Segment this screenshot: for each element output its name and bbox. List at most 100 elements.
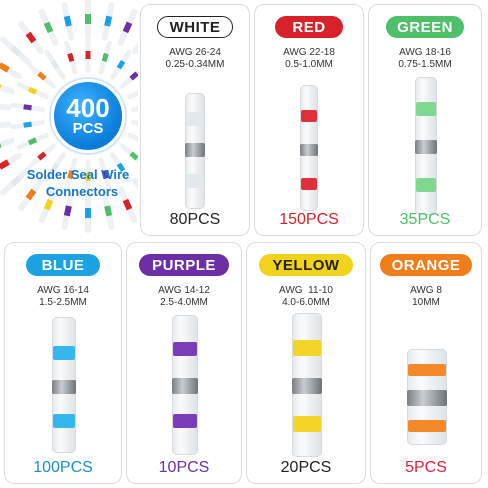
card-purple: PURPLE AWG 14-12 2.5-4.0MM 10PCS [126, 242, 242, 484]
mini-connector-band [27, 137, 38, 146]
mini-connector-band [27, 86, 38, 95]
mini-connector-band [116, 162, 126, 173]
awg-spec: AWG 18-16 [399, 47, 451, 58]
badge-blue: BLUE [26, 254, 100, 276]
piece-count: 35PCS [399, 211, 451, 228]
caption-line-1: Solder Seal Wire [26, 167, 130, 182]
badge-purple: PURPLE [139, 254, 229, 276]
mini-connector-band [67, 52, 75, 63]
solder-sleeve [172, 378, 198, 394]
badge-white: WHITE [157, 16, 233, 38]
badge-label: ORANGE [391, 256, 461, 274]
seal-band-top [186, 112, 204, 126]
mini-connector-band [67, 169, 75, 180]
mm-spec: 4.0-6.0MM [282, 297, 330, 308]
awg-spec: AWG 8 [410, 285, 442, 296]
badge-label: PURPLE [152, 256, 216, 274]
awg-spec: AWG 22-18 [283, 47, 335, 58]
connector-tube [292, 313, 322, 457]
seal-band-top [301, 110, 317, 122]
seal-band-top [408, 364, 446, 376]
connector-tube [52, 317, 76, 453]
mini-connector-band [0, 142, 2, 148]
solder-sleeve [415, 140, 437, 154]
mini-connector [132, 42, 138, 55]
mini-connector [127, 132, 138, 142]
awg-spec: AWG 14-12 [158, 285, 210, 296]
badge-label: WHITE [169, 18, 221, 36]
mini-connector-band [37, 151, 47, 161]
seal-band-top [416, 102, 436, 116]
mini-connector-band [0, 159, 10, 170]
quantity-unit: PCS [72, 120, 104, 137]
solder-sleeve [407, 390, 447, 406]
quantity-badge: 400 PCS [51, 79, 125, 153]
awg-spec: AWG 11-10 [279, 285, 333, 296]
mini-connector-band [0, 62, 10, 73]
badge-yellow: YELLOW [259, 254, 353, 276]
mini-connector-band [50, 59, 60, 70]
badge-label: BLUE [41, 256, 85, 274]
solder-sleeve [292, 378, 322, 394]
connector-rays-illustration [0, 0, 138, 233]
piece-count: 5PCS [405, 459, 447, 476]
card-yellow: YELLOW AWG 11-10 4.0-6.0MM 20PCS [246, 242, 366, 484]
mm-spec: 2.5-4.0MM [160, 297, 208, 308]
seal-band-bottom [173, 414, 197, 428]
mini-connector-band [43, 198, 54, 211]
mini-connector [131, 106, 138, 112]
connector-tube [300, 85, 318, 211]
badge-green: GREEN [386, 16, 464, 38]
connector-tube [172, 315, 198, 455]
connector-tube [185, 93, 205, 209]
mini-connector-band [122, 21, 133, 34]
badge-label: RED [292, 18, 326, 36]
hero-panel: 400 PCS Solder Seal Wire Connectors [0, 0, 140, 236]
mini-connector-band [25, 31, 37, 44]
seal-band-top [293, 340, 321, 356]
mm-spec: 1.5-2.5MM [39, 297, 87, 308]
seal-band-bottom [53, 414, 75, 428]
solder-sleeve [52, 380, 76, 394]
mini-connector-band [116, 59, 126, 70]
mini-connector [0, 103, 12, 111]
mini-connector-band [23, 104, 32, 111]
mini-connector-band [129, 151, 138, 161]
badge-orange: ORANGE [380, 254, 472, 276]
mini-connector-band [10, 45, 22, 57]
quantity-number: 400 [66, 93, 110, 123]
seal-band-top [173, 342, 197, 356]
mini-connector [131, 120, 138, 126]
card-green: GREEN AWG 18-16 0.75-1.5MM 35PCS [368, 4, 482, 236]
mini-connector-band [25, 188, 37, 201]
seal-band-bottom [186, 174, 204, 188]
mini-connector-band [37, 71, 47, 81]
piece-count: 10PCS [158, 459, 210, 476]
mini-connector-band [10, 175, 22, 187]
card-orange: ORANGE AWG 8 10MM 5PCS [370, 242, 482, 484]
mini-connector [0, 121, 12, 129]
seal-band-bottom [293, 416, 321, 432]
badge-red: RED [275, 16, 343, 38]
mini-connector-band [23, 121, 32, 128]
mini-connector [127, 90, 138, 100]
card-blue: BLUE AWG 16-14 1.5-2.5MM 100PCS [4, 242, 122, 484]
badge-label: YELLOW [272, 256, 340, 274]
mini-connector-band [101, 169, 109, 180]
piece-count: 80PCS [169, 211, 221, 228]
mini-connector [0, 137, 15, 148]
seal-band-top [53, 346, 75, 360]
mini-connector-band [43, 21, 54, 34]
mini-connector-band [129, 71, 138, 81]
seal-band-bottom [408, 420, 446, 432]
piece-count: 20PCS [280, 459, 332, 476]
awg-spec: AWG 26-24 [169, 47, 221, 58]
piece-count: 100PCS [33, 459, 93, 476]
mini-connector-band [104, 205, 113, 217]
connector-tube [407, 349, 447, 445]
mini-connector-band [101, 52, 109, 63]
solder-sleeve [185, 143, 205, 157]
mini-connector-band [104, 15, 113, 27]
product-caption: Solder Seal Wire Connectors [26, 166, 138, 200]
piece-count: 150PCS [279, 211, 339, 228]
